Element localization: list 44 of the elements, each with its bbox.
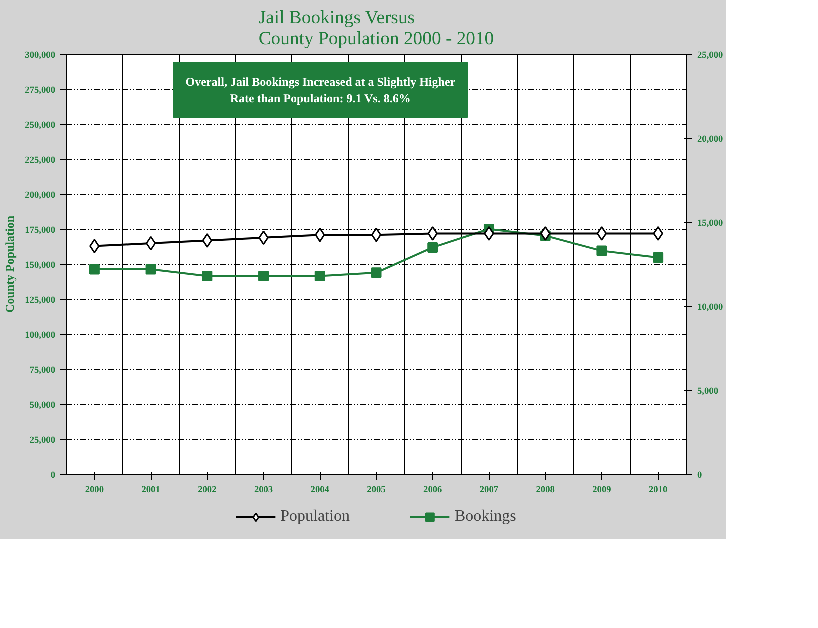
y-tick-label: 275,000 [25,86,56,96]
y2-tick-label: 15,000 [698,219,724,229]
legend-label: Population [280,508,350,526]
point [653,252,664,264]
y-tick-label: 50,000 [30,401,56,411]
x-tick-label: 2000 [85,486,104,496]
x-tick-label: 2004 [310,486,330,496]
point [314,271,326,282]
y-tick-label: 225,000 [25,156,56,166]
y-tick-label: 300,000 [25,51,56,61]
y-tick-label: 200,000 [25,191,56,201]
y-tick-label: 0 [50,471,56,481]
x-tick-label: 2003 [254,486,274,496]
y2-tick-label: 25,000 [698,51,724,61]
chart-title: Jail Bookings Versus County Population 2000 - 2010 [258,8,494,50]
y2-tick-label: 5,000 [698,387,719,397]
y-axis-title: County Population [3,216,18,314]
y-tick-label: 125,000 [25,296,56,306]
point [146,264,156,275]
point [258,271,270,282]
point [596,246,608,256]
x-tick-label: 2002 [198,486,218,496]
point [371,268,382,278]
y-tick-label: 175,000 [25,226,56,236]
y-tick-label: 100,000 [25,331,56,341]
y2-tick-label: 20,000 [698,135,724,145]
y-tick-label: 75,000 [30,366,56,376]
y-tick-label: 250,000 [25,121,56,131]
y2-tick-label: 0 [698,471,702,481]
point [89,264,100,275]
annotation: Overall, Jail Bookings Increased at a Slightly Higher Rate than Population: 9.1 Vs. 8.6% [186,74,456,106]
x-tick-label: 2006 [424,486,443,496]
y-tick-label: 25,000 [30,436,56,446]
x-tick-label: 2007 [480,486,499,496]
y2-tick-label: 10,000 [698,303,724,313]
point [428,242,438,253]
x-tick-label: 2009 [592,486,612,496]
point [202,271,213,282]
x-tick-label: 2010 [648,486,668,496]
x-tick-label: 2008 [536,486,556,496]
y-tick-label: 150,000 [25,261,56,271]
x-tick-label: 2005 [367,486,386,496]
x-tick-label: 2001 [142,486,161,496]
legend-label: Bookings [455,508,516,526]
